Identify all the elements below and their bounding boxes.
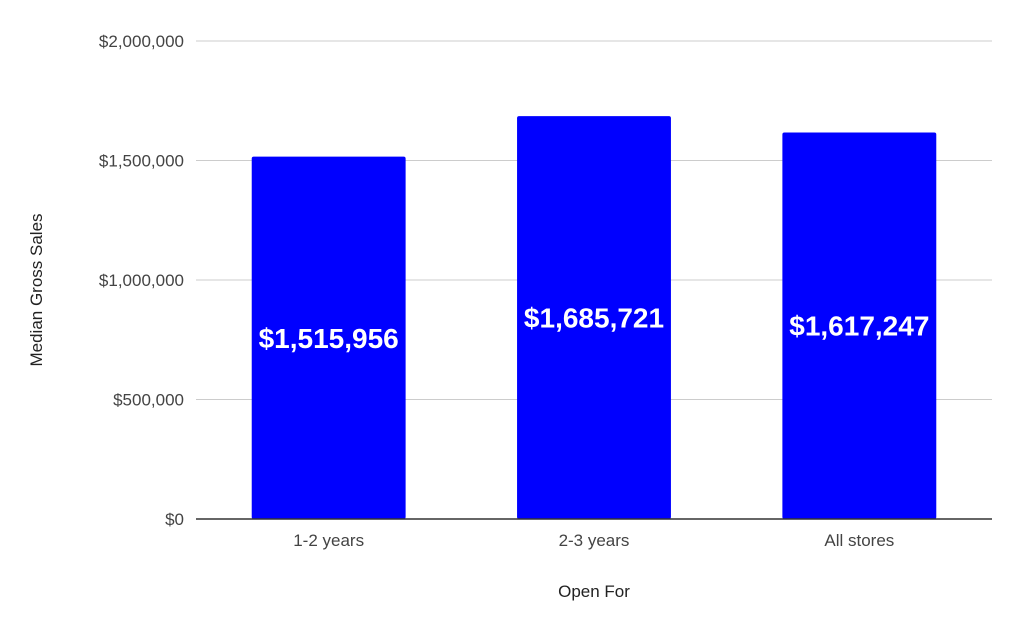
y-tick-label: $0	[165, 510, 184, 529]
y-axis-title: Median Gross Sales	[27, 213, 46, 366]
x-tick-label: All stores	[824, 531, 894, 550]
x-tick-label: 1-2 years	[293, 531, 364, 550]
y-tick-label: $500,000	[113, 391, 184, 410]
bar-data-label: $1,685,721	[524, 303, 664, 334]
x-axis-title: Open For	[558, 582, 630, 601]
x-tick-labels: 1-2 years 2-3 years All stores	[293, 531, 894, 550]
bars	[251, 116, 937, 520]
y-tick-label: $2,000,000	[99, 32, 184, 51]
y-tick-label: $1,000,000	[99, 271, 184, 290]
bar-data-label: $1,617,247	[789, 311, 929, 342]
bar-data-label: $1,515,956	[259, 323, 399, 354]
x-tick-label: 2-3 years	[559, 531, 630, 550]
bar-data-labels: $1,515,956 $1,685,721 $1,617,247	[259, 303, 930, 354]
bar	[251, 156, 406, 519]
bar	[517, 116, 671, 520]
bar	[782, 132, 937, 519]
y-tick-label: $1,500,000	[99, 152, 184, 171]
y-tick-labels: $0 $500,000 $1,000,000 $1,500,000 $2,000,000	[99, 32, 184, 529]
